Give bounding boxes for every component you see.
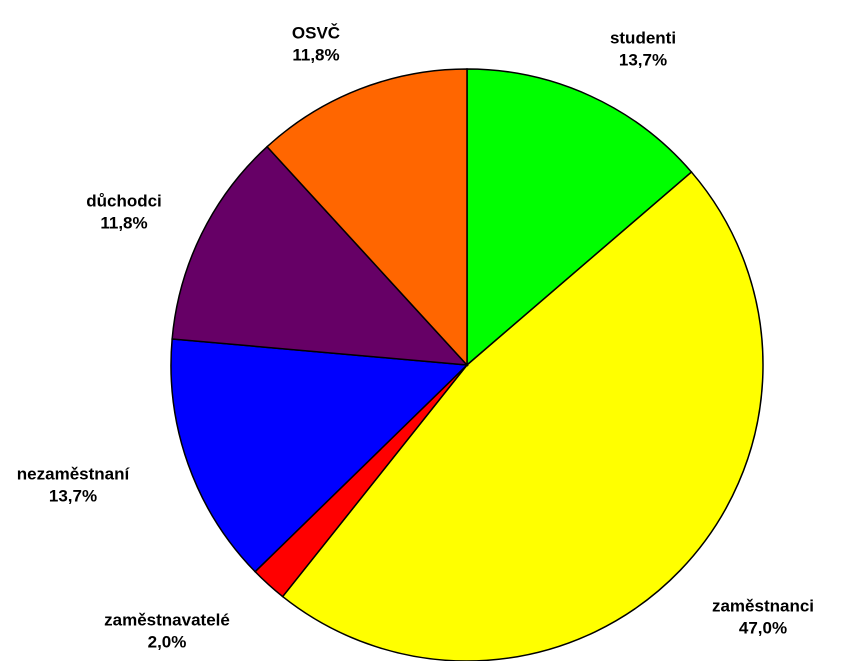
slice-label: nezaměstnaní <box>17 464 131 483</box>
slice-label: zaměstnavatelé <box>104 610 230 629</box>
pie-slice <box>281 170 764 661</box>
pie-slice <box>171 145 469 366</box>
slice-value-label: 47,0% <box>739 618 787 637</box>
pie-slice <box>266 68 468 367</box>
slice-label: zaměstnanci <box>712 596 814 615</box>
slice-label: studenti <box>610 28 676 47</box>
slice-value-label: 11,8% <box>292 45 339 64</box>
pie-slice <box>466 68 693 367</box>
pie-slice <box>170 338 469 573</box>
slice-value-label: 2,0% <box>148 632 187 651</box>
slice-label: důchodci <box>86 191 162 210</box>
slice-value-label: 11,8% <box>100 213 147 232</box>
slice-value-label: 13,7% <box>619 50 667 69</box>
slice-value-label: 13,7% <box>49 486 97 505</box>
slice-label: OSVČ <box>292 23 340 42</box>
